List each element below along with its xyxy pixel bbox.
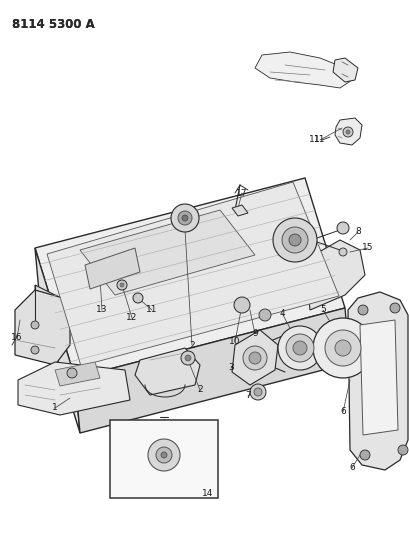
Text: 6: 6 [339,408,345,416]
Circle shape [67,368,77,378]
Circle shape [120,283,124,287]
Text: 4: 4 [279,309,284,318]
Circle shape [334,340,350,356]
Circle shape [277,326,321,370]
Text: 16: 16 [11,334,22,343]
Circle shape [31,346,39,354]
Circle shape [234,297,249,313]
Circle shape [254,388,261,396]
Circle shape [31,321,39,329]
Text: 17: 17 [236,189,247,198]
Circle shape [161,452,166,458]
Text: 6: 6 [348,464,354,472]
Circle shape [272,218,316,262]
Text: 2: 2 [189,341,194,350]
Circle shape [389,303,399,313]
Circle shape [182,215,188,221]
Polygon shape [85,248,139,289]
Polygon shape [347,292,407,470]
Circle shape [117,280,127,290]
FancyBboxPatch shape [110,420,218,498]
Circle shape [345,130,349,134]
Text: 11: 11 [146,305,157,314]
Circle shape [133,293,143,303]
Text: 5: 5 [319,305,325,314]
Text: 15: 15 [362,244,373,253]
Text: 14: 14 [202,489,213,497]
Circle shape [281,227,307,253]
Text: 9: 9 [252,329,257,338]
Circle shape [357,305,367,315]
Text: 8114 5300 A: 8114 5300 A [12,18,94,31]
Polygon shape [47,182,338,366]
Circle shape [342,127,352,137]
Polygon shape [359,320,397,435]
Polygon shape [254,52,354,88]
Circle shape [285,334,313,362]
Polygon shape [18,362,130,415]
Text: 11: 11 [308,135,320,144]
Polygon shape [334,118,361,145]
Polygon shape [15,290,70,365]
Polygon shape [80,210,254,295]
Circle shape [336,222,348,234]
Text: 8: 8 [354,228,360,237]
Text: 12: 12 [126,313,137,322]
Circle shape [148,439,180,471]
Circle shape [258,309,270,321]
Circle shape [312,318,372,378]
Text: 13: 13 [96,305,108,314]
Circle shape [338,248,346,256]
Polygon shape [231,330,277,385]
Polygon shape [75,308,349,433]
Polygon shape [304,240,364,310]
Text: 8114 5300 A: 8114 5300 A [12,18,94,31]
Circle shape [292,341,306,355]
Circle shape [359,450,369,460]
Circle shape [249,384,265,400]
Polygon shape [35,285,75,340]
Text: 1: 1 [52,403,58,413]
Circle shape [178,211,191,225]
Circle shape [155,447,172,463]
Circle shape [243,346,266,370]
Circle shape [171,204,198,232]
Circle shape [184,355,191,361]
Text: 7: 7 [245,392,250,400]
Circle shape [324,330,360,366]
Text: 2: 2 [197,385,202,394]
Text: 3: 3 [227,364,233,373]
Polygon shape [332,58,357,82]
Polygon shape [231,205,247,216]
Circle shape [248,352,261,364]
Text: 10: 10 [229,337,240,346]
Polygon shape [35,178,344,378]
Text: 11: 11 [313,135,325,144]
Circle shape [288,234,300,246]
Circle shape [397,445,407,455]
Polygon shape [55,362,100,386]
Polygon shape [135,348,200,395]
Circle shape [180,351,195,365]
Polygon shape [35,248,80,433]
